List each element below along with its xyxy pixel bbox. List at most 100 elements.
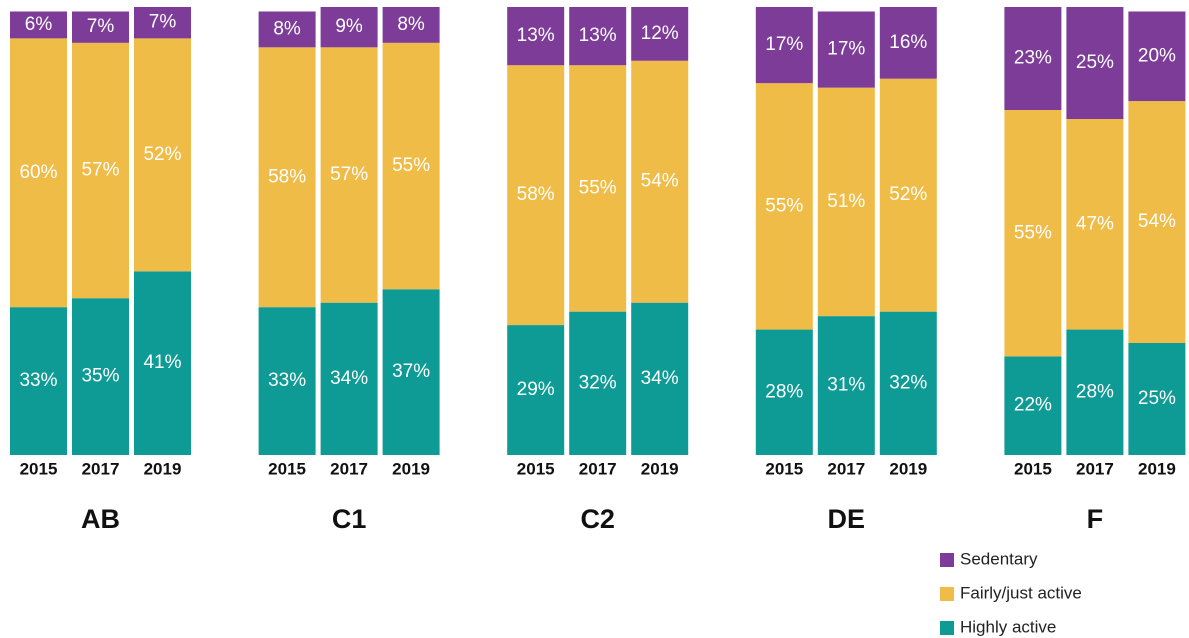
bar-segment xyxy=(879,311,937,455)
x-tick-label: 2019 xyxy=(1138,459,1176,478)
value-label: 32% xyxy=(889,372,927,393)
value-label: 52% xyxy=(889,184,927,205)
bar-segment xyxy=(1066,329,1124,455)
bar-segment xyxy=(817,11,875,88)
bar-segment xyxy=(134,7,191,39)
x-tick-label: 2017 xyxy=(1076,459,1114,478)
bar-segment xyxy=(320,47,378,303)
bar-segment xyxy=(258,11,316,48)
bar-segment xyxy=(631,7,689,61)
value-label: 23% xyxy=(1014,48,1052,69)
bar-segment xyxy=(382,289,440,455)
x-tick-label: 2017 xyxy=(82,459,120,478)
bar-segment xyxy=(507,7,565,66)
value-label: 55% xyxy=(579,177,617,198)
value-label: 52% xyxy=(143,144,181,165)
bar-segment xyxy=(817,316,875,455)
value-label: 25% xyxy=(1076,52,1114,73)
bar-segment xyxy=(258,47,316,308)
bar-segment xyxy=(382,7,440,43)
bar-segment xyxy=(631,302,689,455)
bar-segment xyxy=(320,302,378,455)
value-label: 28% xyxy=(765,381,803,402)
bar-segment xyxy=(1128,11,1186,102)
bar-segment xyxy=(10,11,67,39)
value-label: 7% xyxy=(87,16,115,37)
value-label: 33% xyxy=(268,370,306,391)
value-label: 17% xyxy=(827,39,865,60)
x-tick-label: 2017 xyxy=(579,459,617,478)
bar-segment xyxy=(879,7,937,79)
bar-segment xyxy=(569,7,627,66)
value-label: 25% xyxy=(1138,388,1176,409)
x-tick-label: 2015 xyxy=(517,459,555,478)
value-label: 13% xyxy=(579,25,617,46)
value-label: 57% xyxy=(330,164,368,185)
x-tick-label: 2017 xyxy=(827,459,865,478)
value-label: 35% xyxy=(81,366,119,387)
value-label: 55% xyxy=(1014,222,1052,243)
bar-segment xyxy=(1004,110,1062,357)
value-label: 17% xyxy=(765,34,803,55)
bar-segment xyxy=(72,298,129,455)
value-label: 31% xyxy=(827,375,865,396)
bar-segment xyxy=(10,38,67,308)
value-label: 22% xyxy=(1014,395,1052,416)
bar-segment xyxy=(755,7,813,84)
value-label: 55% xyxy=(392,155,430,176)
value-label: 58% xyxy=(268,166,306,187)
bar-segment xyxy=(569,65,627,312)
bar-segment xyxy=(755,83,813,330)
legend-label: Sedentary xyxy=(960,549,1038,568)
legend-label: Fairly/just active xyxy=(960,583,1082,602)
legend-swatch xyxy=(940,553,954,567)
x-tick-label: 2015 xyxy=(1014,459,1052,478)
bar-segment xyxy=(1004,356,1062,455)
x-tick-label: 2019 xyxy=(889,459,927,478)
x-tick-label: 2015 xyxy=(20,459,58,478)
bar-segment xyxy=(631,60,689,303)
bar-segment xyxy=(1128,343,1186,455)
legend-label: Highly active xyxy=(960,617,1056,636)
bar-segment xyxy=(507,325,565,455)
value-label: 8% xyxy=(273,18,301,39)
bar-segment xyxy=(817,87,875,317)
value-label: 47% xyxy=(1076,213,1114,234)
bar-segment xyxy=(320,7,378,48)
x-tick-label: 2019 xyxy=(144,459,182,478)
value-label: 58% xyxy=(517,184,555,205)
value-label: 60% xyxy=(19,162,57,183)
x-tick-label: 2015 xyxy=(765,459,803,478)
value-label: 32% xyxy=(579,372,617,393)
value-label: 9% xyxy=(335,16,363,37)
bar-segment xyxy=(569,311,627,455)
x-tick-label: 2019 xyxy=(641,459,679,478)
bar-segment xyxy=(1066,119,1124,330)
bar-segment xyxy=(72,42,129,299)
value-label: 54% xyxy=(641,171,679,192)
bar-segment xyxy=(1066,7,1124,119)
group-label: F xyxy=(1087,504,1104,534)
group-label: C1 xyxy=(332,504,367,534)
x-tick-label: 2019 xyxy=(392,459,430,478)
value-label: 41% xyxy=(143,352,181,373)
bar-segment xyxy=(755,329,813,455)
value-label: 16% xyxy=(889,32,927,53)
x-tick-label: 2017 xyxy=(330,459,368,478)
value-label: 34% xyxy=(330,368,368,389)
value-label: 6% xyxy=(25,14,53,35)
bar-segment xyxy=(72,11,129,43)
bar-segment xyxy=(258,307,316,455)
value-label: 20% xyxy=(1138,45,1176,66)
legend-swatch xyxy=(940,621,954,635)
bar-segment xyxy=(1128,101,1186,343)
value-label: 54% xyxy=(1138,211,1176,232)
value-label: 13% xyxy=(517,25,555,46)
legend-swatch xyxy=(940,587,954,601)
value-label: 33% xyxy=(19,370,57,391)
bar-segment xyxy=(1004,7,1062,111)
value-label: 8% xyxy=(397,14,425,35)
value-label: 12% xyxy=(641,23,679,44)
value-label: 7% xyxy=(149,12,177,33)
